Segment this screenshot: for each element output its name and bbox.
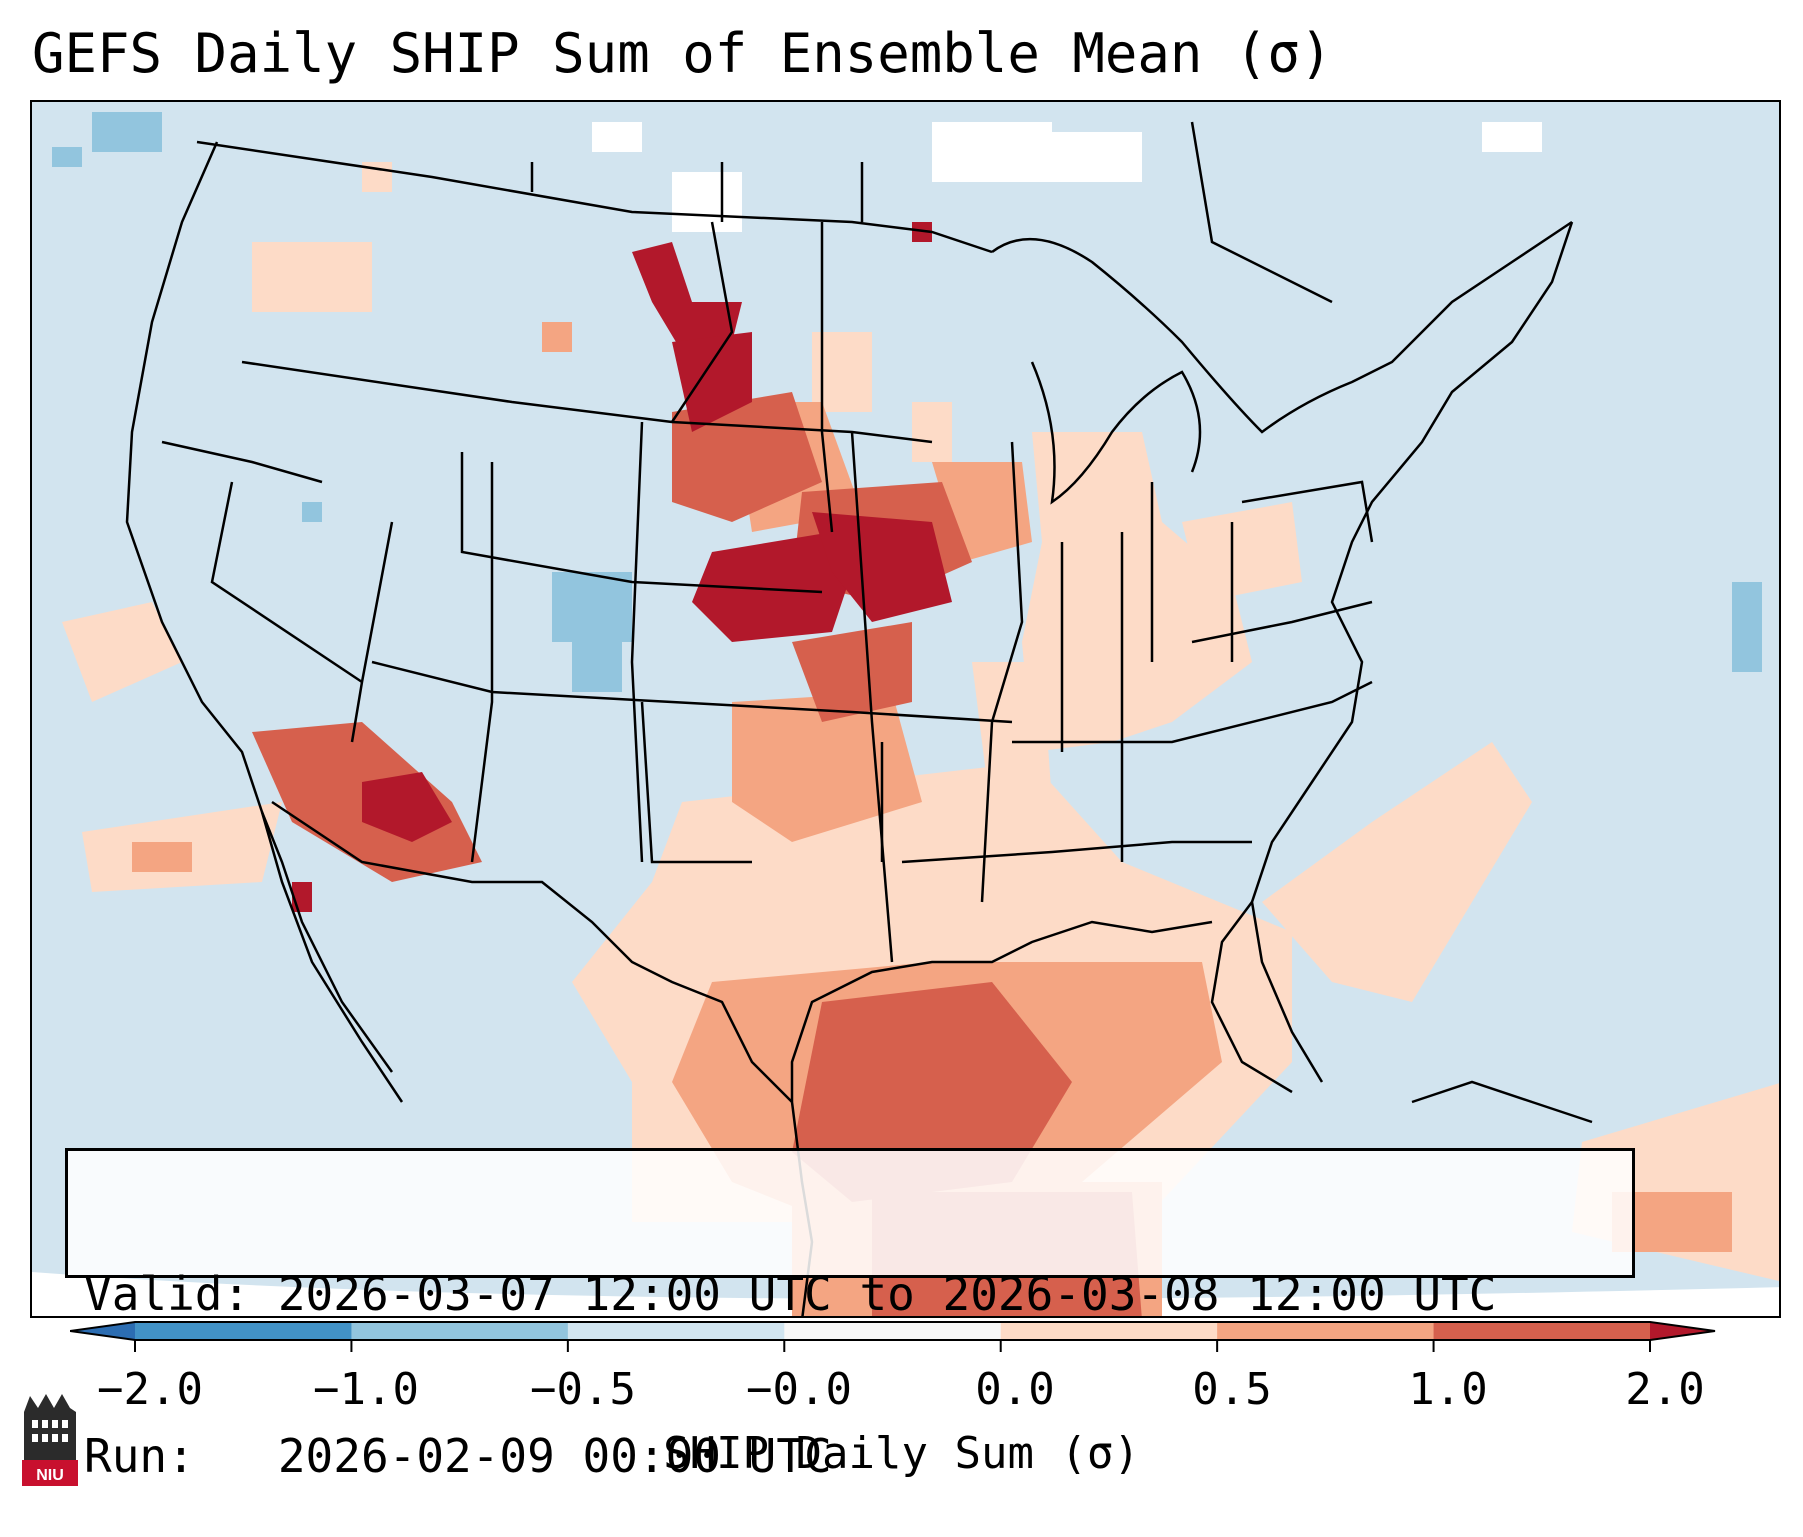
colorbar-segment	[1000, 1322, 1218, 1340]
run-time-line: Run: 2026-02-09 00:00 UTC	[84, 1429, 832, 1483]
colorbar-segment	[1217, 1322, 1435, 1340]
valid-time-line: Valid: 2026-03-07 12:00 UTC to 2026-03-0…	[84, 1267, 1497, 1321]
colorbar	[70, 1321, 1716, 1352]
colorbar-label: SHIP Daily Sum (σ)	[663, 1428, 1140, 1479]
very-strong-positive-patches	[292, 222, 952, 912]
colorbar-tick-label: −2.0	[97, 1364, 203, 1415]
colorbar-tick-label: 0.5	[1192, 1364, 1272, 1415]
colorbar-tick-label: −1.0	[313, 1364, 419, 1415]
colorbar-tick-label: −0.5	[530, 1364, 636, 1415]
near-zero-patches	[592, 122, 1542, 232]
colorbar-segment	[567, 1322, 785, 1340]
negative-anomaly-patches	[52, 112, 1762, 692]
colorbar-tick-label: −0.0	[746, 1364, 852, 1415]
map-canvas	[32, 112, 1779, 1316]
colorbar-segment	[135, 1322, 352, 1340]
map-panel	[30, 100, 1781, 1318]
coastlines-and-borders	[125, 121, 1593, 1316]
colorbar-tick-label: 2.0	[1625, 1364, 1705, 1415]
niu-logo: NIU	[22, 1394, 78, 1486]
chart-title: GEFS Daily SHIP Sum of Ensemble Mean (σ)	[32, 22, 1333, 85]
colorbar-segment	[784, 1322, 1002, 1340]
projection-edge	[32, 1272, 1779, 1316]
colorbar-segment	[1433, 1322, 1651, 1340]
colorbar-segment	[351, 1322, 569, 1340]
colorbar-segment	[70, 1322, 135, 1340]
info-box: Valid: 2026-03-07 12:00 UTC to 2026-03-0…	[65, 1148, 1635, 1483]
colorbar-tick-label: 0.0	[975, 1364, 1055, 1415]
niu-logo-text: NIU	[36, 1467, 64, 1484]
colorbar-tick-label: 1.0	[1408, 1364, 1488, 1415]
colorbar-segment	[1650, 1322, 1715, 1340]
